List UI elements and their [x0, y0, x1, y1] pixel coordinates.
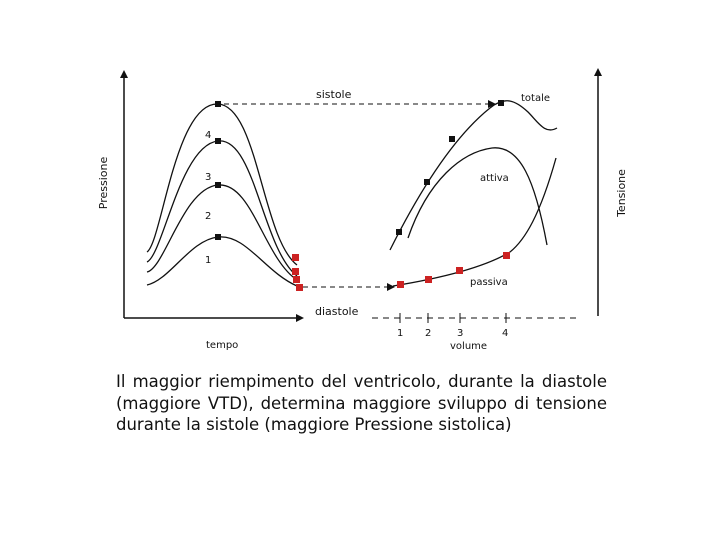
- diastolic-marker: [293, 276, 300, 283]
- left-panel: Pressione tempo 4 3 2 1: [97, 70, 304, 351]
- pressure-axis-label: Pressione: [97, 157, 110, 210]
- active-curve-label: attiva: [480, 173, 509, 184]
- time-axis-label: tempo: [206, 340, 238, 351]
- curve-label-1: 1: [205, 255, 211, 266]
- passive-curve-label: passiva: [470, 277, 508, 288]
- volume-tick-label: 1: [397, 328, 403, 339]
- right-panel: Tensione volume 1 2 3 4 totale attiva pa…: [372, 68, 628, 352]
- passive-marker: [425, 276, 432, 283]
- curve-label-4: 4: [205, 130, 211, 141]
- curve-label-2: 2: [205, 211, 211, 222]
- passive-marker: [397, 281, 404, 288]
- total-marker: [449, 136, 455, 142]
- passive-tension-curve: [392, 157, 557, 287]
- total-marker: [498, 100, 504, 106]
- total-curve-label: totale: [521, 93, 550, 104]
- systolic-peak-marker: [215, 101, 221, 107]
- curve-label-3: 3: [205, 172, 211, 183]
- systole-label: sistole: [316, 88, 352, 101]
- systolic-peak-marker: [215, 182, 221, 188]
- figure-caption: Il maggior riempimento del ventricolo, d…: [116, 372, 607, 434]
- volume-tick-label: 3: [457, 328, 463, 339]
- pressure-curve-1: [146, 236, 298, 287]
- systolic-peak-marker: [215, 234, 221, 240]
- active-tension-curve: [407, 147, 548, 246]
- tension-axis-label: Tensione: [615, 169, 628, 218]
- pressure-curve-3: [146, 140, 298, 277]
- passive-marker: [503, 252, 510, 259]
- total-tension-curve: [389, 100, 558, 251]
- diastole-label: diastole: [315, 305, 359, 318]
- pressure-curve-2: [146, 184, 298, 281]
- diastolic-marker: [296, 284, 303, 291]
- passive-marker: [456, 267, 463, 274]
- volume-tick-label: 2: [425, 328, 431, 339]
- total-marker: [396, 229, 402, 235]
- volume-tick-label: 4: [502, 328, 508, 339]
- systolic-peak-marker: [215, 138, 221, 144]
- diastolic-marker: [292, 268, 299, 275]
- connectors: sistole diastole: [224, 88, 496, 318]
- total-marker: [424, 179, 430, 185]
- volume-axis-label: volume: [450, 341, 487, 352]
- diastolic-marker: [292, 254, 299, 261]
